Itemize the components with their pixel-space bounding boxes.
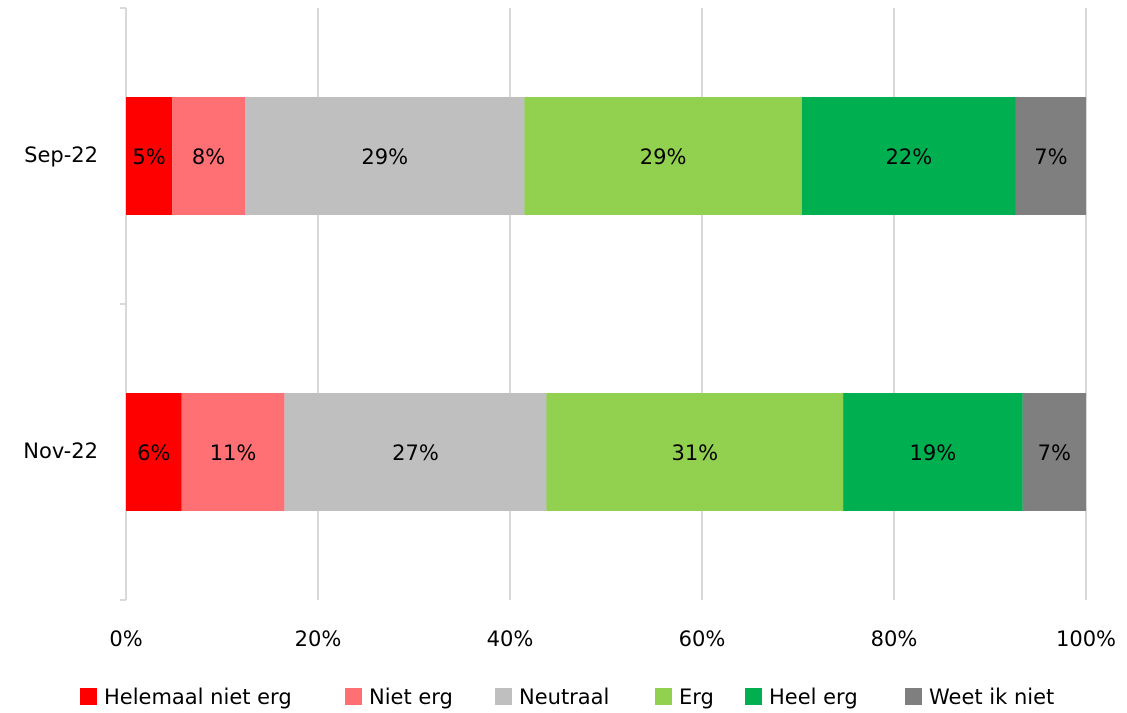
bar-segment (245, 97, 525, 215)
bar-segment (126, 393, 182, 511)
legend-swatch (80, 688, 97, 705)
legend-label: Heel erg (769, 685, 858, 709)
bar-segment (546, 393, 844, 511)
x-tick-label: 100% (1056, 627, 1116, 651)
legend-swatch (745, 688, 762, 705)
x-tick-label: 60% (679, 627, 726, 651)
x-tick-label: 40% (487, 627, 534, 651)
bar-segment (524, 97, 802, 215)
data-label: 7% (1038, 441, 1071, 465)
bar-segment (843, 393, 1023, 511)
bar-segment (172, 97, 246, 215)
data-label: 11% (210, 441, 257, 465)
bar-segment (1015, 97, 1086, 215)
bar-segment (284, 393, 547, 511)
y-tick-label: Nov-22 (23, 439, 98, 463)
data-label: 29% (640, 145, 687, 169)
legend-swatch (655, 688, 672, 705)
legend-swatch (905, 688, 922, 705)
data-label: 29% (361, 145, 408, 169)
legend-swatch (495, 688, 512, 705)
data-label: 19% (910, 441, 957, 465)
legend-label: Weet ik niet (929, 685, 1054, 709)
x-tick-label: 20% (295, 627, 342, 651)
x-tick-label: 0% (109, 627, 142, 651)
legend-swatch (345, 688, 362, 705)
bar-segment (126, 97, 173, 215)
legend-label: Niet erg (369, 685, 453, 709)
legend-label: Helemaal niet erg (104, 685, 292, 709)
legend-label: Erg (679, 685, 714, 709)
data-label: 7% (1034, 145, 1067, 169)
data-label: 27% (392, 441, 439, 465)
bar-segment (801, 97, 1016, 215)
data-label: 5% (132, 145, 165, 169)
legend-label: Neutraal (519, 685, 609, 709)
data-label: 6% (137, 441, 170, 465)
bar-segment (181, 393, 285, 511)
x-tick-label: 80% (871, 627, 918, 651)
data-label: 22% (886, 145, 933, 169)
bar-segment (1022, 393, 1086, 511)
data-label: 31% (671, 441, 718, 465)
data-label: 8% (192, 145, 225, 169)
y-tick-label: Sep-22 (24, 143, 98, 167)
